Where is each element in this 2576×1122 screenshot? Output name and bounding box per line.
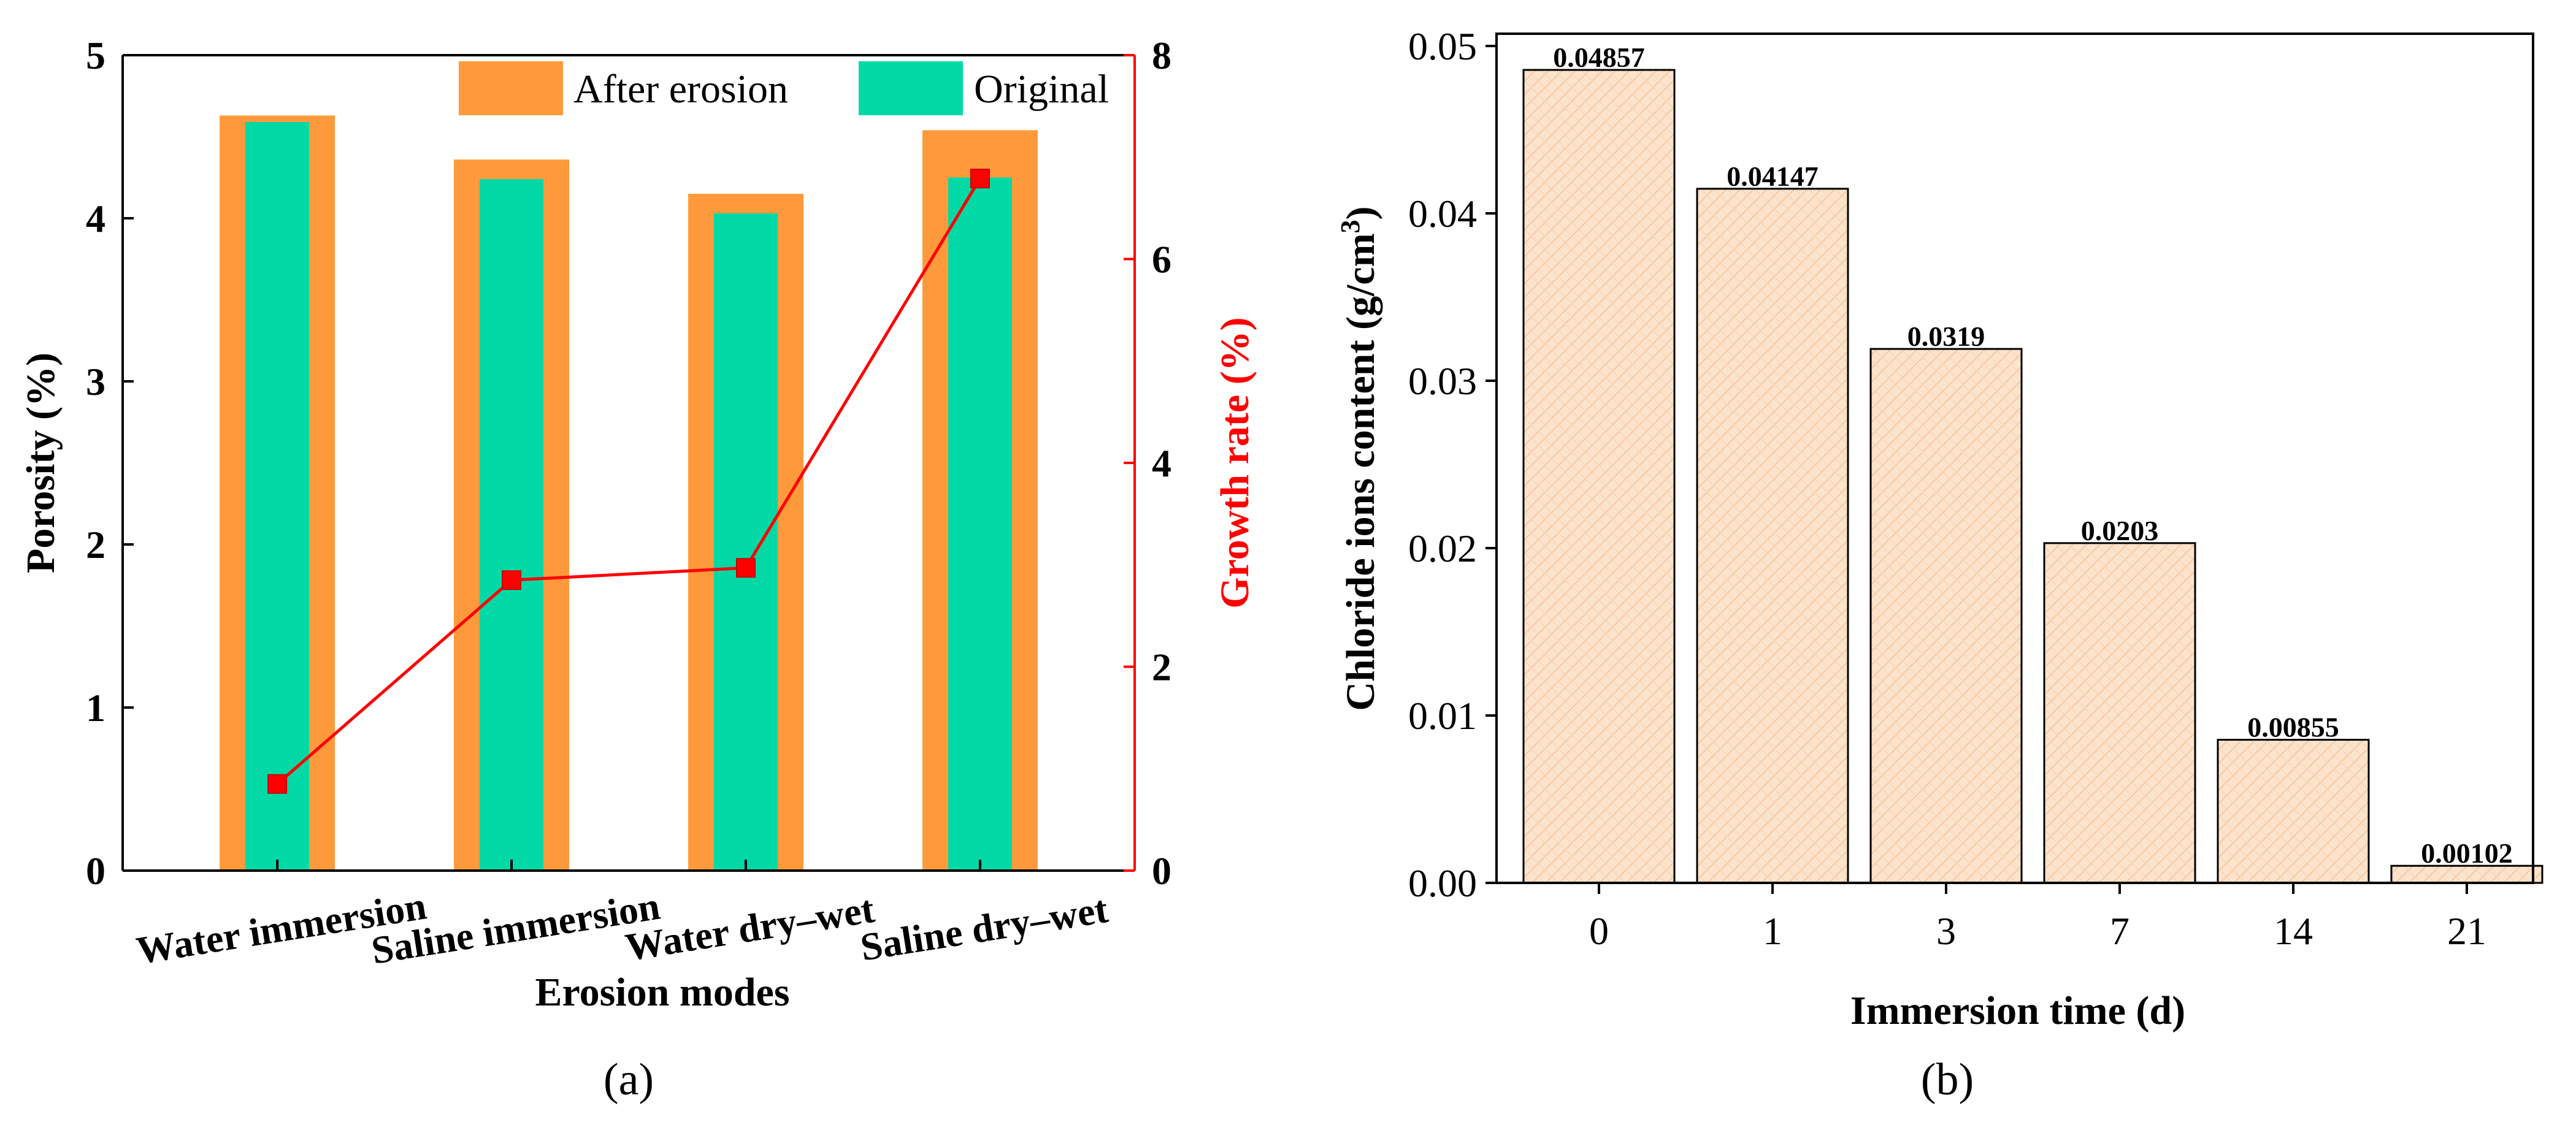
x-category-label: Saline dry–wet bbox=[857, 887, 1111, 969]
right-y-tick-label: 2 bbox=[1152, 646, 1171, 689]
y-tick-label: 2 bbox=[86, 523, 105, 567]
original-bar bbox=[948, 177, 1012, 871]
y-tick-label: 0.00 bbox=[1408, 861, 1477, 905]
data-label: 0.0203 bbox=[2081, 515, 2159, 546]
original-bar bbox=[480, 179, 544, 871]
y-tick-label: 1 bbox=[86, 686, 105, 730]
growth-rate-line bbox=[267, 169, 990, 794]
after-erosion-bars bbox=[220, 115, 1038, 871]
data-label: 0.04857 bbox=[1553, 42, 1645, 73]
chloride-data-labels: 0.04857 0.04147 0.0319 0.0203 0.00855 0.00102 bbox=[1553, 42, 2513, 869]
y-tick-label: 0.02 bbox=[1408, 527, 1477, 570]
x-tick-label: 0 bbox=[1589, 909, 1609, 953]
x-axis-title-immersion-time: Immersion time (d) bbox=[1850, 988, 2185, 1033]
x-tick-label: 7 bbox=[2110, 909, 2129, 953]
chloride-bar bbox=[1696, 188, 1849, 884]
chloride-bar bbox=[1522, 69, 1676, 884]
right-y-ticks: 0 2 4 6 8 bbox=[1124, 34, 1171, 893]
right-y-tick-label: 8 bbox=[1152, 34, 1171, 77]
panel-b-chart: 0.048570.041470.03190.02030.008550.00102… bbox=[1335, 25, 2543, 1105]
x-axis-title-erosion-modes: Erosion modes bbox=[535, 970, 789, 1015]
x-tick-label: 21 bbox=[2447, 909, 2486, 953]
legend-swatch-after-erosion bbox=[459, 61, 563, 115]
growth-rate-polyline bbox=[276, 177, 982, 785]
data-label: 0.00102 bbox=[2421, 838, 2513, 869]
x-tick-label: 14 bbox=[2274, 909, 2313, 953]
panel-label-a: (a) bbox=[604, 1055, 654, 1105]
y-tick-label: 5 bbox=[86, 34, 105, 77]
chloride-bar bbox=[1869, 348, 2023, 884]
legend: After erosion Original bbox=[459, 61, 1109, 115]
x-ticks: 0 1 3 7 14 21 bbox=[1589, 883, 2486, 953]
x-tick-label: 1 bbox=[1763, 909, 1782, 953]
data-label: 0.00855 bbox=[2247, 712, 2339, 743]
legend-label-original: Original bbox=[974, 67, 1109, 112]
data-label: 0.0319 bbox=[1907, 321, 1985, 352]
data-label: 0.04147 bbox=[1727, 161, 1819, 192]
y-axis-title-porosity: Porosity (%) bbox=[18, 353, 63, 573]
legend-label-after-erosion: After erosion bbox=[573, 67, 788, 112]
growth-rate-point bbox=[970, 169, 990, 189]
x-category-label: Water dry–wet bbox=[623, 887, 878, 969]
growth-rate-point bbox=[735, 558, 756, 578]
x-tick-label: 3 bbox=[1936, 909, 1956, 953]
y-tick-label: 0.01 bbox=[1408, 694, 1477, 738]
right-y-tick-label: 0 bbox=[1152, 849, 1171, 893]
chloride-bars bbox=[1522, 69, 2543, 884]
left-y-ticks: 0 1 2 3 4 5 bbox=[86, 34, 134, 893]
y-axis-title-chloride: Chloride ions content (g/cm3) bbox=[1335, 206, 1383, 711]
y-tick-label: 0.03 bbox=[1408, 359, 1477, 403]
y-tick-label: 0.04 bbox=[1408, 192, 1477, 235]
y-tick-label: 4 bbox=[86, 197, 105, 240]
legend-swatch-original bbox=[859, 61, 963, 115]
right-y-tick-label: 4 bbox=[1152, 441, 1171, 485]
y-tick-label: 3 bbox=[86, 360, 105, 403]
y-tick-label: 0 bbox=[86, 849, 105, 893]
original-bar bbox=[245, 122, 310, 871]
plot-frame bbox=[1495, 32, 2534, 884]
growth-rate-point bbox=[502, 570, 522, 590]
y-tick-label: 0.05 bbox=[1408, 25, 1477, 68]
original-bar bbox=[713, 213, 778, 871]
original-bars bbox=[245, 122, 1012, 871]
chloride-bar bbox=[2217, 739, 2370, 884]
chloride-bar bbox=[2043, 542, 2196, 884]
panel-label-b: (b) bbox=[1921, 1055, 1974, 1105]
growth-rate-point bbox=[267, 774, 288, 794]
right-y-tick-label: 6 bbox=[1152, 238, 1171, 281]
y-ticks: 0.00 0.01 0.02 0.03 0.04 0.05 bbox=[1408, 25, 1497, 905]
y-axis-title-growth-rate: Growth rate (%) bbox=[1213, 317, 1257, 608]
